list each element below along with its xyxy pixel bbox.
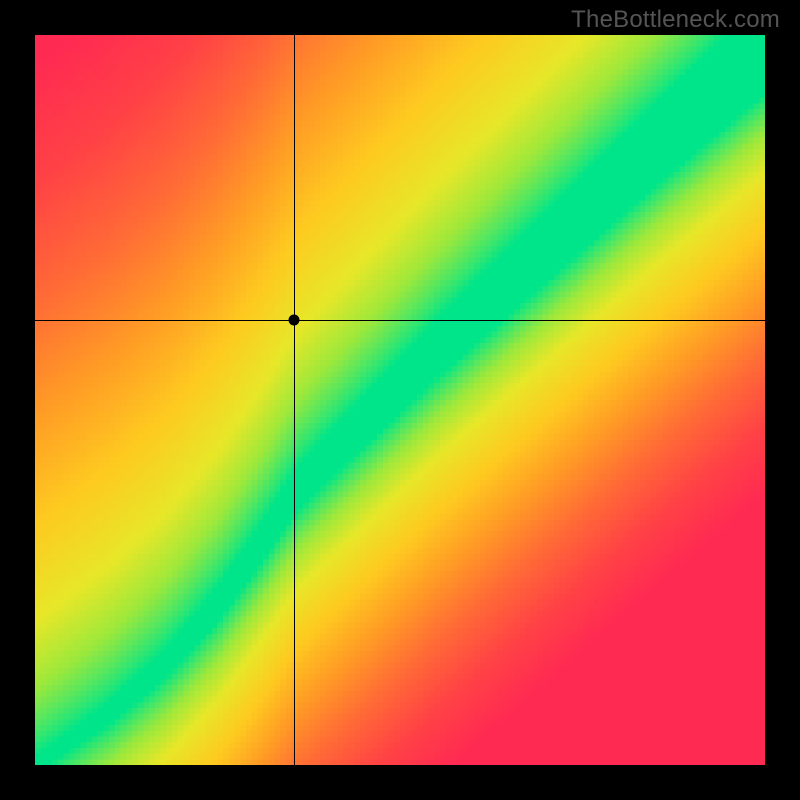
crosshair-horizontal bbox=[35, 320, 765, 321]
watermark-text: TheBottleneck.com bbox=[571, 6, 780, 34]
marker-dot bbox=[289, 314, 300, 325]
heatmap-plot bbox=[35, 35, 765, 765]
crosshair-vertical bbox=[294, 35, 295, 765]
heatmap-canvas bbox=[35, 35, 765, 765]
